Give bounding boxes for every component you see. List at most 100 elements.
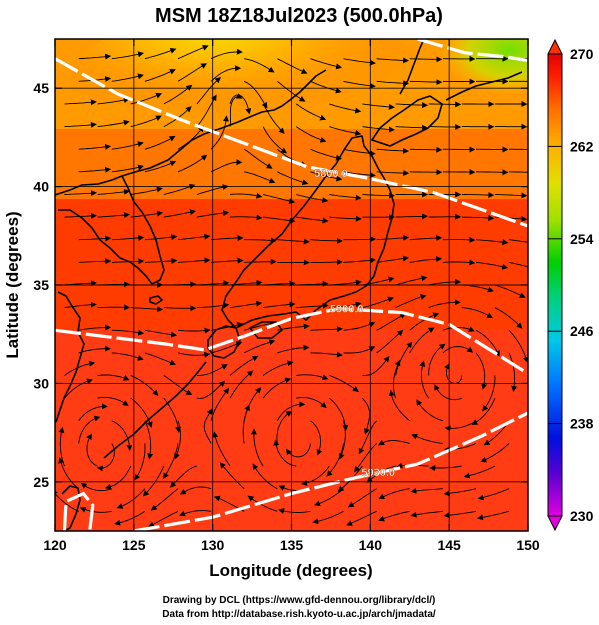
streamline-arrow bbox=[196, 184, 229, 195]
streamline-arrow bbox=[343, 58, 376, 66]
streamline-arrow bbox=[244, 58, 275, 73]
streamline-arrow bbox=[263, 194, 296, 204]
streamline-arrow bbox=[410, 510, 443, 518]
streamline-arrow bbox=[111, 352, 144, 361]
streamline-arrow bbox=[388, 389, 410, 422]
streamline-arrow bbox=[142, 465, 165, 497]
streamline-arrow bbox=[480, 443, 510, 463]
streamline-arrow bbox=[310, 351, 343, 358]
streamline-arrow bbox=[329, 375, 359, 392]
streamline-arrow bbox=[475, 352, 488, 390]
streamline-arrow bbox=[277, 171, 309, 186]
streamline-arrow bbox=[477, 510, 510, 521]
streamline-arrow bbox=[376, 255, 409, 263]
streamline-arrow bbox=[296, 194, 329, 204]
streamline-arrow bbox=[244, 171, 276, 184]
streamline-arrow bbox=[395, 275, 428, 286]
streamline-arrow bbox=[508, 352, 518, 392]
streamline-arrow bbox=[114, 510, 146, 526]
streamline-arrow bbox=[475, 261, 509, 270]
streamline-arrow bbox=[130, 210, 163, 218]
streamline-arrow bbox=[346, 510, 377, 526]
colorbar-tick-label: 246 bbox=[570, 323, 594, 339]
streamline-arrow bbox=[244, 237, 277, 244]
coastline-taiwan bbox=[61, 485, 81, 531]
coastline-jeju bbox=[149, 295, 163, 305]
streamline-arrow bbox=[144, 234, 178, 241]
streamline-arrow bbox=[229, 355, 259, 376]
x-tick-label: 135 bbox=[280, 537, 304, 553]
streamline-arrow bbox=[130, 186, 163, 195]
streamline-arrow bbox=[461, 307, 493, 319]
streamline-arrow bbox=[329, 194, 362, 201]
streamline-arrow bbox=[378, 488, 410, 500]
wind-streamlines bbox=[55, 44, 528, 527]
streamline-arrow bbox=[494, 307, 523, 329]
colorbar: 230 238 246 254 262 270 bbox=[547, 38, 594, 532]
streamline-arrow bbox=[444, 363, 463, 384]
coastline-korea bbox=[58, 175, 165, 285]
streamline-arrow bbox=[130, 397, 153, 428]
streamline-arrow bbox=[310, 326, 343, 333]
streamline-arrow bbox=[343, 171, 376, 179]
streamline-arrow bbox=[169, 465, 198, 488]
coastlines bbox=[55, 39, 523, 531]
streamline-arrow bbox=[442, 346, 474, 354]
coastline-honshu bbox=[221, 135, 395, 329]
streamline-arrow bbox=[442, 326, 475, 332]
streamline-arrow bbox=[411, 433, 443, 444]
streamline-arrow bbox=[463, 465, 496, 479]
streamline-arrow bbox=[144, 160, 177, 173]
streamline-arrow bbox=[326, 443, 344, 477]
contour-line bbox=[55, 57, 528, 228]
streamline-arrow bbox=[329, 126, 362, 136]
streamline-arrow bbox=[378, 510, 410, 522]
x-tick-label: 120 bbox=[43, 537, 67, 553]
streamline-arrow bbox=[362, 126, 395, 133]
colorbar-tick-label: 238 bbox=[570, 416, 594, 432]
streamline-arrow bbox=[147, 510, 179, 527]
streamline-arrow bbox=[55, 489, 79, 512]
streamline-arrow bbox=[97, 212, 130, 219]
credit-data: Data from http://database.rish.kyoto-u.a… bbox=[162, 609, 436, 620]
streamline-arrow bbox=[80, 482, 112, 492]
streamline-arrow bbox=[263, 301, 296, 309]
streamline-arrow bbox=[58, 426, 65, 467]
streamline-arrow bbox=[277, 238, 310, 245]
figure-title: MSM 18Z18Jul2023 (500.0hPa) bbox=[155, 5, 443, 27]
contour-line bbox=[55, 306, 528, 375]
streamline-arrow bbox=[343, 257, 376, 264]
streamline-arrow bbox=[210, 48, 243, 60]
contour-line bbox=[62, 491, 95, 531]
x-axis-ticks: 120 125 130 135 140 145 150 bbox=[43, 39, 540, 553]
streamline-arrow bbox=[116, 488, 146, 509]
colorbar-top-triangle bbox=[547, 38, 563, 55]
streamline-arrow bbox=[310, 148, 342, 161]
streamline-arrow bbox=[144, 69, 176, 82]
streamline-arrow bbox=[329, 215, 362, 222]
streamline-arrow bbox=[277, 323, 310, 331]
streamline-arrow bbox=[416, 399, 444, 422]
streamline-arrow bbox=[78, 235, 112, 242]
streamline-arrow bbox=[211, 235, 244, 242]
colorbar-tick-label: 230 bbox=[570, 508, 594, 524]
streamline-arrow bbox=[262, 360, 294, 376]
streamline-arrow bbox=[64, 301, 97, 309]
colorbar-bottom-triangle bbox=[547, 515, 563, 532]
streamline-arrow bbox=[78, 143, 112, 150]
streamline-arrow bbox=[276, 401, 306, 422]
streamline-arrow bbox=[295, 126, 327, 143]
streamline-arrow bbox=[78, 324, 112, 331]
streamline-arrow bbox=[277, 80, 306, 102]
streamline-arrow bbox=[211, 257, 244, 264]
x-tick-label: 140 bbox=[359, 537, 383, 553]
streamline-arrow bbox=[285, 443, 311, 458]
streamline-arrow bbox=[177, 63, 208, 82]
streamline-arrow bbox=[419, 360, 430, 399]
streamline-arrow bbox=[252, 463, 278, 490]
streamline-arrow bbox=[78, 415, 101, 444]
streamline-arrow bbox=[210, 159, 243, 173]
streamline-arrow bbox=[378, 439, 410, 446]
streamline-arrow bbox=[177, 257, 211, 264]
streamline-arrow bbox=[150, 488, 179, 511]
